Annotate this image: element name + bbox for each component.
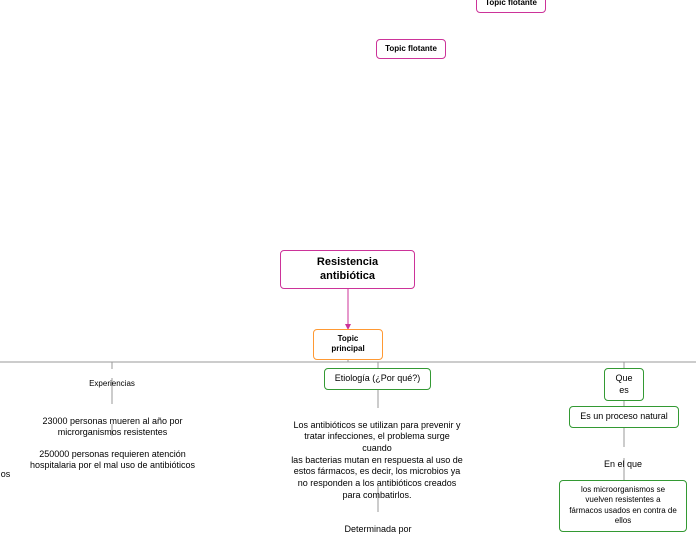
node-que-es-label: Que es bbox=[613, 373, 635, 396]
text-23000[interactable]: 23000 personas mueren al año por microrg… bbox=[30, 404, 195, 439]
node-proceso-label: Es un proceso natural bbox=[580, 411, 668, 423]
node-etiologia[interactable]: Etiología (¿Por qué?) bbox=[324, 368, 431, 390]
text-os-label: os bbox=[1, 469, 11, 479]
text-experiencias-label: Experiencias bbox=[89, 379, 135, 388]
text-determinada-label: Determinada por bbox=[344, 524, 411, 534]
text-250000[interactable]: 250000 personas requieren atención hospi… bbox=[20, 437, 205, 472]
node-floating1[interactable]: Topic flotante bbox=[476, 0, 546, 13]
node-floating1-label: Topic flotante bbox=[485, 0, 537, 8]
text-en-que-label: En el que bbox=[604, 459, 642, 469]
text-250000-label: 250000 personas requieren atención hospi… bbox=[30, 449, 195, 471]
node-floating2-label: Topic flotante bbox=[385, 44, 437, 54]
node-floating2[interactable]: Topic flotante bbox=[376, 39, 446, 59]
node-main-topic-label: Topic principal bbox=[322, 334, 374, 355]
node-proceso[interactable]: Es un proceso natural bbox=[569, 406, 679, 428]
node-root[interactable]: Resistencia antibiótica bbox=[280, 250, 415, 289]
node-main-topic[interactable]: Topic principal bbox=[313, 329, 383, 360]
node-root-label: Resistencia antibiótica bbox=[289, 255, 406, 284]
text-antibioticos-desc[interactable]: Los antibióticos se utilizan para preven… bbox=[289, 408, 465, 502]
text-antib-label: Los antibióticos se utilizan para preven… bbox=[291, 420, 463, 500]
text-23000-label: 23000 personas mueren al año por microrg… bbox=[42, 416, 182, 438]
text-experiencias[interactable]: Experiencias bbox=[72, 369, 152, 390]
node-microorganismos[interactable]: los microorganismos se vuelven resistent… bbox=[559, 480, 687, 532]
text-os-fragment: os bbox=[0, 457, 13, 480]
node-micro-label: los microorganismos se vuelven resistent… bbox=[568, 485, 678, 527]
text-en-el-que[interactable]: En el que bbox=[593, 447, 653, 470]
text-determinada[interactable]: Determinada por bbox=[333, 512, 423, 535]
node-etiologia-label: Etiología (¿Por qué?) bbox=[335, 373, 421, 385]
node-que-es[interactable]: Que es bbox=[604, 368, 644, 401]
